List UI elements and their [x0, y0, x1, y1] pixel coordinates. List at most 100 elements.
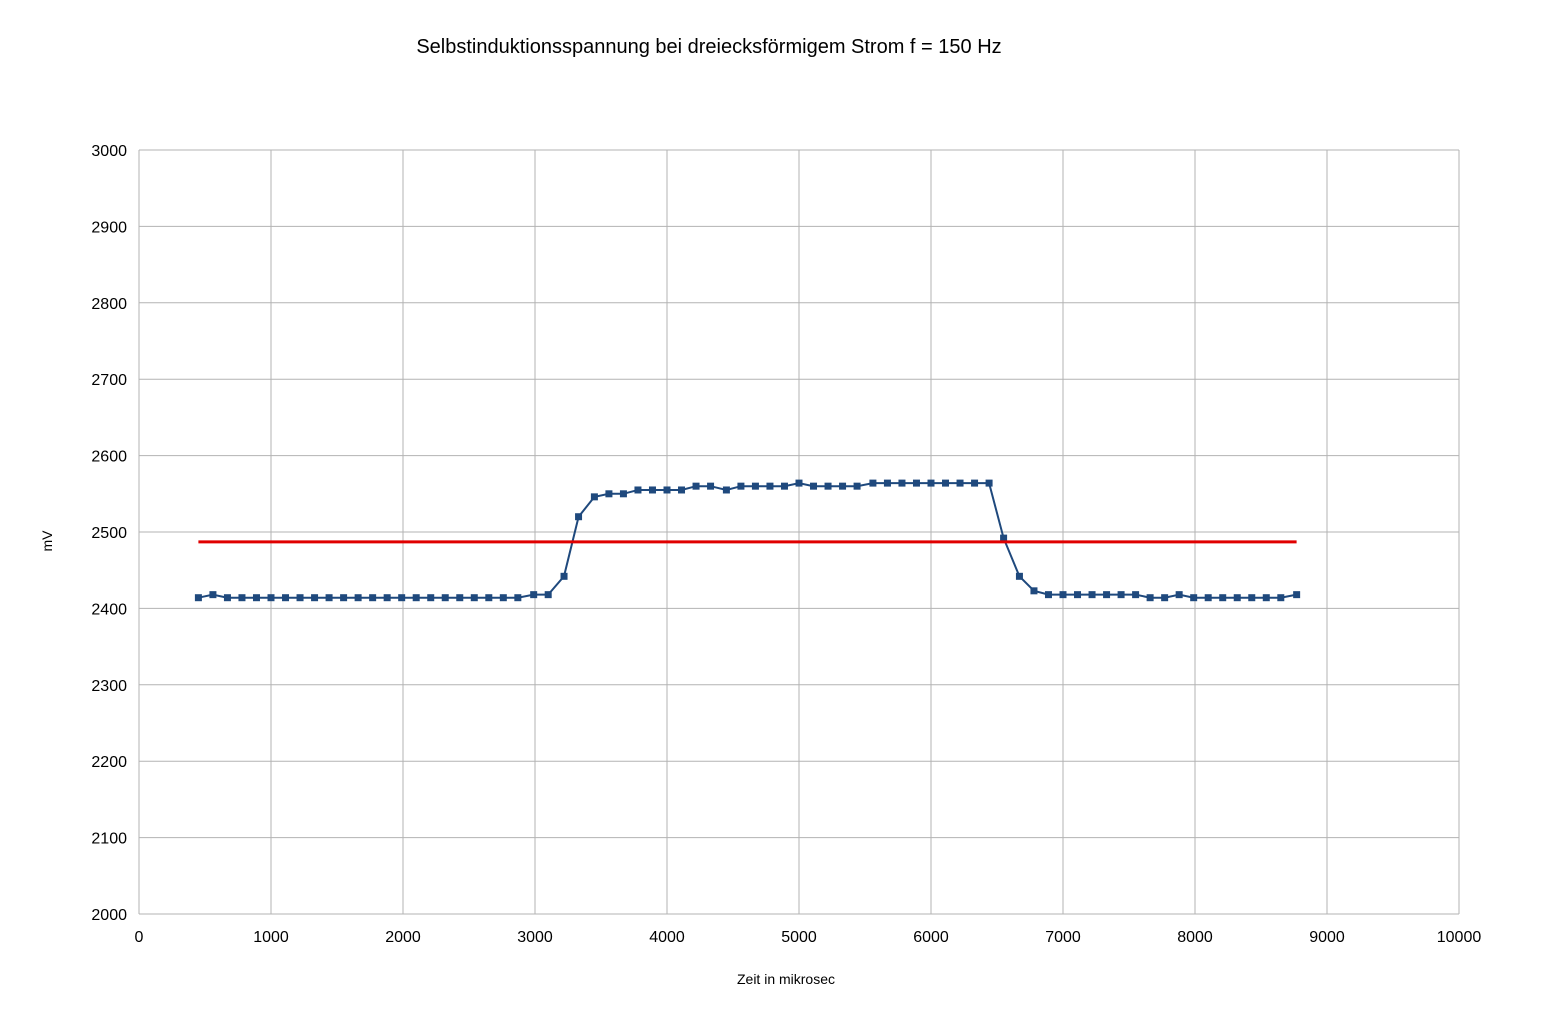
- data-point: [441, 594, 449, 602]
- data-point: [311, 594, 319, 602]
- data-point: [634, 486, 642, 494]
- data-point: [282, 594, 290, 602]
- data-point: [780, 482, 788, 490]
- data-point: [456, 594, 464, 602]
- data-point: [1117, 591, 1125, 599]
- data-point: [605, 490, 613, 498]
- data-point: [1277, 594, 1285, 602]
- data-point: [223, 594, 231, 602]
- grid: [138, 149, 1460, 915]
- data-point: [369, 594, 377, 602]
- data-point: [398, 594, 406, 602]
- x-tick-label: 3000: [517, 929, 553, 946]
- data-point: [898, 479, 906, 487]
- data-point: [1146, 594, 1154, 602]
- data-point: [1190, 594, 1198, 602]
- data-point: [722, 486, 730, 494]
- y-tick-label: 2700: [91, 372, 127, 389]
- data-point: [325, 594, 333, 602]
- data-point: [383, 594, 391, 602]
- data-point: [1015, 572, 1023, 580]
- data-point: [619, 490, 627, 498]
- data-point: [663, 486, 671, 494]
- data-point: [942, 479, 950, 487]
- x-tick-label: 10000: [1437, 929, 1482, 946]
- data-point: [737, 482, 745, 490]
- data-point: [1044, 591, 1052, 599]
- data-point: [985, 479, 993, 487]
- x-tick-label: 9000: [1309, 929, 1345, 946]
- x-tick-label: 2000: [385, 929, 421, 946]
- data-point: [707, 482, 715, 490]
- data-point: [810, 482, 818, 490]
- x-tick-label: 5000: [781, 929, 817, 946]
- data-point: [412, 594, 420, 602]
- data-point: [1248, 594, 1256, 602]
- data-point: [1000, 534, 1008, 542]
- data-point: [267, 594, 275, 602]
- y-tick-label: 2900: [91, 219, 127, 236]
- data-point: [1204, 594, 1212, 602]
- y-tick-label: 2500: [91, 525, 127, 542]
- data-point: [927, 479, 935, 487]
- y-tick-labels: 2000 2100 2200 2300 2400 2500 2600 2700 2800 2900…: [91, 143, 127, 924]
- data-point: [544, 591, 552, 599]
- y-tick-label: 2300: [91, 678, 127, 695]
- y-tick-label: 3000: [91, 143, 127, 160]
- data-point: [1132, 591, 1140, 599]
- series-layer: [194, 479, 1301, 602]
- x-tick-label: 7000: [1045, 929, 1081, 946]
- data-point: [485, 594, 493, 602]
- data-point: [427, 594, 435, 602]
- data-point: [1233, 594, 1241, 602]
- x-tick-labels: 0 1000 2000 3000 4000 5000 6000 7000 8000 9000 100…: [135, 929, 1482, 946]
- y-axis-title: mV: [39, 530, 55, 552]
- data-point: [296, 594, 304, 602]
- data-point: [499, 594, 507, 602]
- data-point: [678, 486, 686, 494]
- y-tick-label: 2600: [91, 449, 127, 466]
- y-tick-label: 2800: [91, 296, 127, 313]
- data-point: [354, 594, 362, 602]
- data-point: [530, 591, 538, 599]
- data-point: [340, 594, 348, 602]
- data-point: [1088, 591, 1096, 599]
- data-point: [470, 594, 478, 602]
- data-point: [1059, 591, 1067, 599]
- data-point: [971, 479, 979, 487]
- data-point: [956, 479, 964, 487]
- data-point: [252, 594, 260, 602]
- data-point: [1074, 591, 1082, 599]
- data-point: [869, 479, 877, 487]
- data-point: [912, 479, 920, 487]
- data-point: [1030, 587, 1038, 595]
- data-point: [514, 594, 522, 602]
- x-tick-label: 6000: [913, 929, 949, 946]
- data-point: [194, 594, 202, 602]
- x-tick-label: 8000: [1177, 929, 1213, 946]
- x-tick-label: 0: [135, 929, 144, 946]
- x-tick-label: 4000: [649, 929, 685, 946]
- data-point: [1103, 591, 1111, 599]
- data-point: [1175, 591, 1183, 599]
- data-point: [209, 591, 217, 599]
- data-point: [590, 493, 598, 501]
- data-point: [853, 482, 861, 490]
- chart-title: Selbstinduktionsspannung bei dreiecksför…: [416, 36, 1001, 58]
- x-tick-label: 1000: [253, 929, 289, 946]
- data-point: [751, 482, 759, 490]
- data-point: [238, 594, 246, 602]
- data-point: [766, 482, 774, 490]
- data-point: [560, 572, 568, 580]
- data-point: [1293, 591, 1301, 599]
- y-tick-label: 2000: [91, 907, 127, 924]
- data-point: [824, 482, 832, 490]
- y-tick-label: 2200: [91, 754, 127, 771]
- y-tick-label: 2100: [91, 831, 127, 848]
- series-line: [198, 482, 1297, 599]
- data-point: [648, 486, 656, 494]
- data-point: [692, 482, 700, 490]
- data-point: [839, 482, 847, 490]
- data-point: [575, 513, 583, 521]
